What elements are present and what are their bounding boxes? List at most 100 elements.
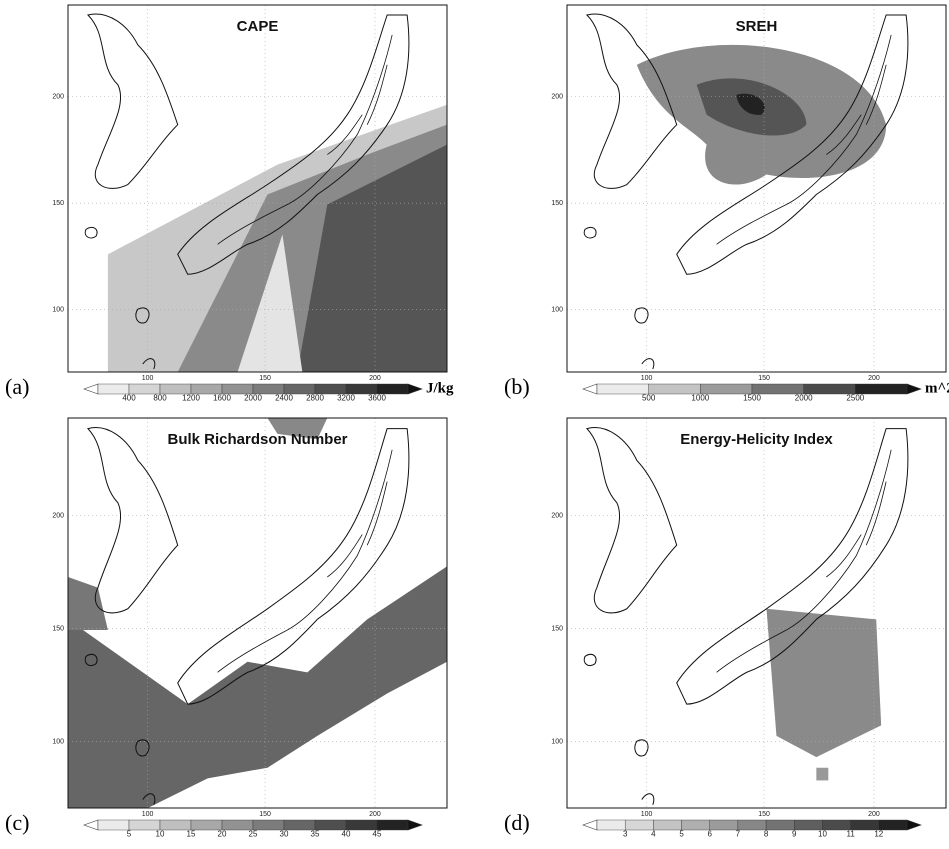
map-panel: 200150100100150200Energy-Helicity Index3… [504, 418, 946, 839]
colorbar-tick-label: 11 [846, 830, 855, 839]
y-tick-label: 200 [52, 512, 64, 519]
colorbar-swatch [822, 820, 850, 830]
figure: 200150100100150200CAPE400800120016002000… [0, 0, 949, 849]
x-tick-label: 100 [641, 811, 653, 818]
colorbar-tick-label: 3200 [337, 394, 355, 403]
colorbar-swatch [284, 820, 315, 830]
colorbar-end [907, 820, 921, 830]
x-tick-label: 100 [142, 811, 154, 818]
colorbar-swatch [253, 384, 284, 394]
contour-shading [637, 45, 886, 185]
x-tick-label: 150 [758, 811, 770, 818]
colorbar-swatch [98, 384, 129, 394]
colorbar-swatch [752, 384, 804, 394]
colorbar-tick-label: 2400 [275, 394, 293, 403]
colorbar-end [583, 384, 597, 394]
colorbar-swatch [222, 820, 253, 830]
y-tick-label: 150 [52, 200, 64, 207]
y-tick-label: 100 [551, 739, 563, 746]
coastline [584, 428, 908, 805]
colorbar-swatch [597, 820, 625, 830]
colorbar-swatch [377, 820, 408, 830]
x-tick-label: 100 [142, 375, 154, 382]
colorbar-tick-label: 6 [708, 830, 713, 839]
x-tick-label: 150 [259, 375, 271, 382]
colorbar-swatch [700, 384, 752, 394]
colorbar-tick-label: 1500 [743, 394, 761, 403]
colorbar-swatch [625, 820, 653, 830]
colorbar-end [84, 384, 98, 394]
colorbar-swatch [649, 384, 701, 394]
colorbar-end [583, 820, 597, 830]
colorbar-swatch [284, 384, 315, 394]
colorbar-swatch [879, 820, 907, 830]
y-tick-label: 100 [52, 739, 64, 746]
y-tick-label: 150 [551, 200, 563, 207]
colorbar-tick-label: 2500 [846, 394, 864, 403]
colorbar-tick-label: 7 [736, 830, 741, 839]
colorbar-tick-label: 3 [623, 830, 628, 839]
colorbar-end [907, 384, 921, 394]
y-tick-label: 150 [52, 625, 64, 632]
panel-title: CAPE [237, 18, 279, 35]
colorbar-tick-label: 10 [818, 830, 827, 839]
colorbar-end [408, 384, 422, 394]
colorbar-swatch [98, 820, 129, 830]
x-tick-label: 200 [868, 811, 880, 818]
contour-shading [68, 418, 447, 808]
panel-label: (c) [5, 810, 29, 835]
colorbar-swatch [653, 820, 681, 830]
panel-title: SREH [736, 18, 778, 35]
colorbar-tick-label: 9 [792, 830, 797, 839]
colorbar-swatch [794, 820, 822, 830]
colorbar-tick-label: 30 [280, 830, 289, 839]
colorbar-swatch [129, 384, 160, 394]
colorbar-swatch [191, 384, 222, 394]
x-tick-label: 150 [259, 811, 271, 818]
y-tick-label: 100 [551, 306, 563, 313]
colorbar-swatch [597, 384, 649, 394]
colorbar-swatch [160, 820, 191, 830]
colorbar-tick-label: 15 [187, 830, 196, 839]
x-tick-label: 200 [868, 375, 880, 382]
colorbar-end [84, 820, 98, 830]
colorbar-tick-label: 10 [156, 830, 165, 839]
contour-shading [766, 609, 881, 781]
contour-shading [108, 105, 447, 372]
colorbar-swatch [346, 820, 377, 830]
panel-label: (d) [504, 810, 530, 835]
colorbar-tick-label: 25 [249, 830, 258, 839]
colorbar-tick-label: 2000 [244, 394, 262, 403]
colorbar-swatch [682, 820, 710, 830]
colorbar-swatch [851, 820, 879, 830]
colorbar-swatch [315, 384, 346, 394]
colorbar-swatch [738, 820, 766, 830]
colorbar-swatch [346, 384, 377, 394]
colorbar-swatch [191, 820, 222, 830]
colorbar-tick-label: 5 [679, 830, 684, 839]
colorbar-unit: m^2/s^2 [925, 380, 949, 396]
colorbar-tick-label: 2800 [306, 394, 324, 403]
colorbar-tick-label: 5 [127, 830, 132, 839]
colorbar-tick-label: 3600 [368, 394, 386, 403]
colorbar-tick-label: 400 [122, 394, 136, 403]
colorbar-swatch [253, 820, 284, 830]
colorbar-swatch [855, 384, 907, 394]
colorbar-tick-label: 500 [642, 394, 656, 403]
colorbar-tick-label: 35 [311, 830, 320, 839]
colorbar-swatch [710, 820, 738, 830]
colorbar-unit: J/kg [426, 380, 454, 396]
colorbar-tick-label: 4 [651, 830, 656, 839]
panel-label: (a) [5, 374, 29, 399]
y-tick-label: 200 [52, 94, 64, 101]
colorbar-swatch [377, 384, 408, 394]
colorbar-tick-label: 1600 [213, 394, 231, 403]
panel-title: Energy-Helicity Index [680, 431, 833, 448]
x-tick-label: 200 [369, 811, 381, 818]
colorbar-tick-label: 2000 [795, 394, 813, 403]
colorbar-tick-label: 1200 [182, 394, 200, 403]
